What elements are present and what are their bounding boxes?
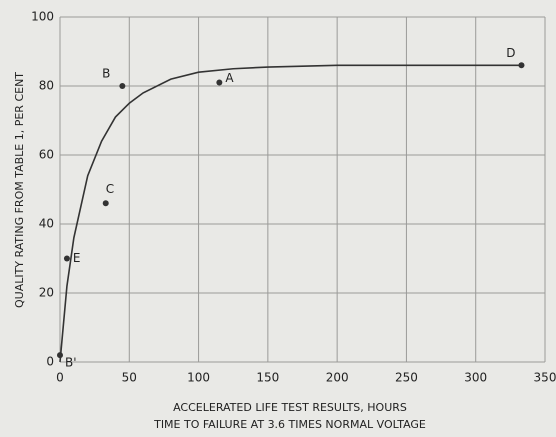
point — [119, 83, 126, 89]
point-label: E — [73, 251, 81, 265]
y-tick-label: 100 — [31, 10, 54, 24]
x-axis-label: TIME TO FAILURE AT 3.6 TIMES NORMAL VOLT… — [153, 418, 426, 431]
x-tick-label: 100 — [187, 371, 210, 385]
point-label: A — [225, 71, 234, 85]
x-axis-label: ACCELERATED LIFE TEST RESULTS, HOURS — [173, 401, 407, 414]
y-tick-label: 0 — [46, 355, 54, 369]
point-label: D — [506, 46, 515, 60]
y-axis-label: QUALITY RATING FROM TABLE 1, PER CENT — [13, 72, 26, 308]
curve — [59, 64, 525, 363]
point-label: C — [106, 182, 114, 196]
y-tick-label: 20 — [39, 286, 54, 300]
point — [102, 200, 109, 207]
x-tick-label: 0 — [56, 371, 64, 385]
y-tick-label: 80 — [39, 79, 54, 93]
point-label: B — [102, 67, 110, 81]
x-tick-label: 150 — [256, 371, 279, 385]
x-tick-label: 200 — [326, 371, 349, 385]
y-tick-label: 60 — [39, 148, 54, 162]
x-tick-label: 50 — [122, 371, 137, 385]
x-tick-label: 250 — [395, 371, 418, 385]
point — [63, 255, 70, 262]
x-tick-label: 350 — [534, 371, 556, 385]
point — [216, 79, 223, 86]
y-tick-label: 40 — [39, 217, 54, 231]
x-tick-label: 300 — [464, 371, 487, 385]
point-label: B' — [65, 356, 77, 370]
